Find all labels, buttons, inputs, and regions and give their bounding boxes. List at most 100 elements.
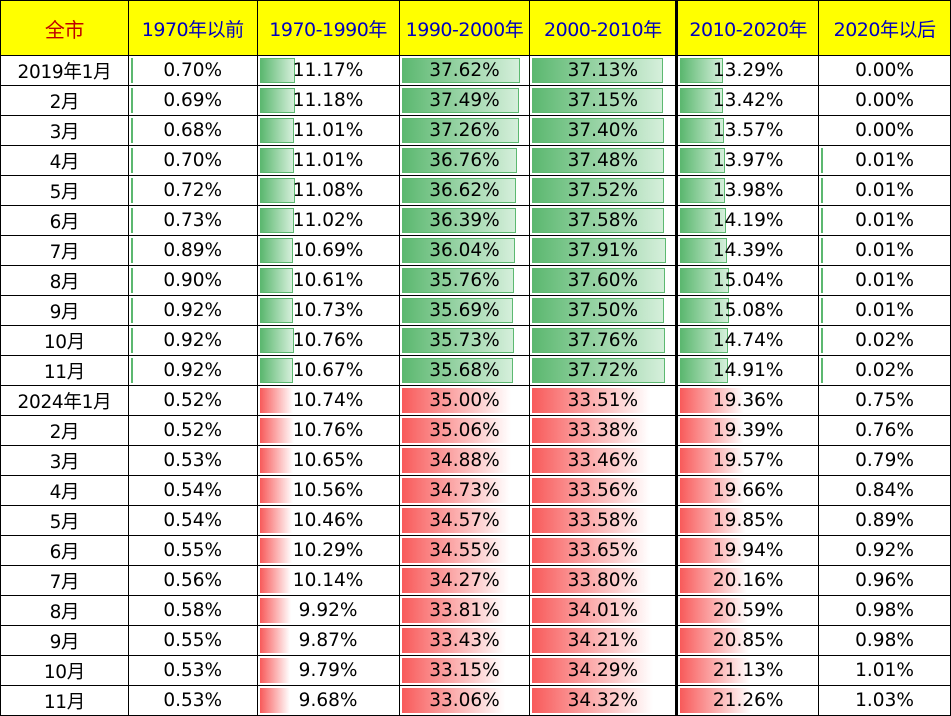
value-cell: 0.96% xyxy=(818,565,951,596)
cell-value: 0.98% xyxy=(855,630,914,651)
cell-value: 14.19% xyxy=(712,210,784,231)
cell-value: 37.72% xyxy=(567,360,639,381)
data-bar xyxy=(259,358,294,383)
value-cell: 20.16% xyxy=(675,565,820,596)
cell-value: 0.55% xyxy=(163,540,223,561)
cell-value: 35.69% xyxy=(429,300,500,321)
data-bar xyxy=(130,58,133,83)
data-bar xyxy=(680,448,745,473)
data-bar xyxy=(259,178,295,203)
value-cell: 9.79% xyxy=(256,655,400,686)
cell-value: 36.76% xyxy=(429,150,500,171)
cell-value: 10.56% xyxy=(292,480,364,501)
data-bar xyxy=(401,178,517,203)
row-month-label: 2月 xyxy=(0,415,129,446)
cell-value: 0.00% xyxy=(855,90,914,111)
row-month-label: 10月 xyxy=(0,325,129,356)
cell-value: 37.50% xyxy=(567,300,639,321)
table-row: 4月 0.54% 10.56% 34.73% 33.56% 19.66% 0.84% xyxy=(0,475,951,506)
data-bar xyxy=(821,358,824,383)
value-cell: 33.43% xyxy=(398,625,531,656)
cell-value: 0.02% xyxy=(855,360,914,381)
value-cell: 15.08% xyxy=(675,295,820,326)
row-month-label: 9月 xyxy=(0,295,129,326)
data-bar xyxy=(401,448,511,473)
value-cell: 37.52% xyxy=(529,175,678,206)
cell-value: 0.01% xyxy=(855,150,914,171)
value-cell: 33.58% xyxy=(529,505,678,536)
cell-value: 0.70% xyxy=(163,150,223,171)
data-bar xyxy=(532,118,664,143)
data-bar xyxy=(130,298,133,323)
data-bar xyxy=(401,298,514,323)
data-bar xyxy=(401,688,505,713)
data-bar xyxy=(680,208,726,233)
cell-value: 33.65% xyxy=(567,540,639,561)
cell-value: 33.46% xyxy=(567,450,639,471)
data-bar xyxy=(401,358,514,383)
data-bar xyxy=(532,568,651,593)
cell-value: 13.29% xyxy=(712,60,784,81)
cell-value: 0.92% xyxy=(163,300,223,321)
value-cell: 37.26% xyxy=(398,115,531,146)
header-2010-2020: 2010-2020年 xyxy=(675,0,820,56)
value-cell: 19.57% xyxy=(675,445,820,476)
cell-value: 33.06% xyxy=(429,690,500,711)
table-row: 9月 0.92% 10.73% 35.69% 37.50% 15.08% 0.01% xyxy=(0,295,951,326)
value-cell: 10.73% xyxy=(256,295,400,326)
header-2000-2010: 2000-2010年 xyxy=(529,0,678,56)
value-cell: 0.53% xyxy=(127,445,258,476)
table-row: 2月 0.52% 10.76% 35.06% 33.38% 19.39% 0.76% xyxy=(0,415,951,446)
cell-value: 37.76% xyxy=(567,330,639,351)
data-bar xyxy=(259,268,293,293)
cell-value: 0.00% xyxy=(855,120,914,141)
data-bar xyxy=(532,328,666,353)
data-bar xyxy=(532,688,653,713)
value-cell: 0.90% xyxy=(127,265,258,296)
data-bar xyxy=(130,178,133,203)
cell-value: 10.74% xyxy=(292,390,364,411)
data-bar xyxy=(259,58,295,83)
data-bar xyxy=(680,538,746,563)
cell-value: 0.92% xyxy=(163,330,223,351)
value-cell: 15.04% xyxy=(675,265,820,296)
cell-value: 20.59% xyxy=(712,600,784,621)
cell-value: 0.96% xyxy=(855,570,914,591)
data-bar xyxy=(259,388,294,413)
value-cell: 0.58% xyxy=(127,595,258,626)
header-pre-1970: 1970年以前 xyxy=(127,0,258,56)
value-cell: 1.01% xyxy=(818,655,951,686)
data-bar xyxy=(130,328,133,353)
value-cell: 14.39% xyxy=(675,235,820,266)
value-cell: 21.26% xyxy=(675,685,820,716)
value-cell: 21.13% xyxy=(675,655,820,686)
cell-value: 0.53% xyxy=(163,660,223,681)
row-month-label: 8月 xyxy=(0,595,129,626)
data-bar xyxy=(130,88,133,113)
data-bar xyxy=(259,148,295,173)
value-cell: 37.15% xyxy=(529,85,678,116)
data-bar xyxy=(821,268,824,293)
value-cell: 33.80% xyxy=(529,565,678,596)
data-bar xyxy=(680,688,751,713)
table-row: 3月 0.53% 10.65% 34.88% 33.46% 19.57% 0.79% xyxy=(0,445,951,476)
value-cell: 0.00% xyxy=(818,115,951,146)
value-cell: 0.52% xyxy=(127,415,258,446)
value-cell: 1.03% xyxy=(818,685,951,716)
cell-value: 11.01% xyxy=(292,150,364,171)
data-bar xyxy=(259,88,295,113)
value-cell: 0.01% xyxy=(818,295,951,326)
value-cell: 0.53% xyxy=(127,685,258,716)
cell-value: 0.92% xyxy=(855,540,914,561)
value-cell: 0.01% xyxy=(818,205,951,236)
data-bar xyxy=(401,388,512,413)
value-cell: 35.68% xyxy=(398,355,531,386)
data-bar xyxy=(680,238,727,263)
cell-value: 0.52% xyxy=(163,390,223,411)
value-cell: 33.15% xyxy=(398,655,531,686)
data-bar xyxy=(680,328,728,353)
cell-value: 13.97% xyxy=(712,150,784,171)
cell-value: 33.81% xyxy=(429,600,500,621)
cell-value: 37.62% xyxy=(429,60,500,81)
